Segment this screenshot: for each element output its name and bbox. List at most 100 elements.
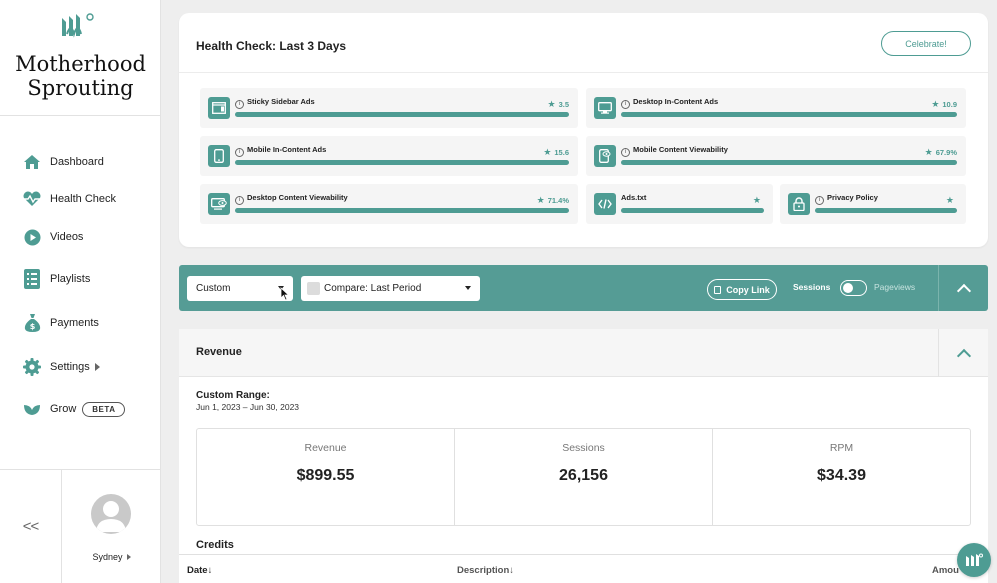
metric-ads-txt[interactable]: Ads.txt ★ [586,184,773,224]
sidebar-item-label: Grow [50,403,77,415]
caret-right-icon [94,363,100,371]
metric-desktop-content-viewability[interactable]: i Desktop Content Viewability ★ 71.4% [200,184,578,224]
star-icon: ★ [547,99,556,109]
sidebar-item-health-check[interactable]: Health Check [22,188,116,210]
user-silhouette-icon [96,501,126,532]
site-name-line2: Sprouting [27,76,134,100]
column-amount[interactable]: Amou [932,565,959,576]
sidebar-layout-icon [208,97,230,119]
collapse-sidebar-button[interactable]: << [0,470,62,583]
stat-revenue: Revenue $899.55 [197,429,455,525]
metric-score: ★ [753,195,764,206]
column-date[interactable]: Date↓ [187,565,213,576]
sidebar-item-payments[interactable]: $ Payments [22,312,99,334]
date-range-select[interactable]: Custom [187,276,293,301]
revenue-card: Revenue Custom Range: Jun 1, 2023 – Jun … [179,329,988,583]
metric-privacy-policy[interactable]: i Privacy Policy ★ [780,184,966,224]
play-icon [22,227,42,247]
metric-progress-bar [815,208,957,213]
user-name[interactable]: Sydney [62,552,161,562]
column-description[interactable]: Description↓ [457,565,515,576]
sidebar-item-label: Videos [50,231,84,243]
sidebar-item-settings[interactable]: Settings [22,356,100,378]
metric-name: Desktop In-Content Ads [633,97,719,106]
sidebar-item-playlists[interactable]: Playlists [22,268,90,290]
sidebar-item-label: Health Check [50,193,117,205]
metric-progress-bar [621,208,764,213]
sidebar-item-dashboard[interactable]: Dashboard [22,151,104,173]
metric-mobile-content-viewability[interactable]: i Mobile Content Viewability ★ 67.9% [586,136,966,176]
health-check-card: Health Check: Last 3 Days Celebrate! i S… [179,13,988,247]
sidebar-item-grow[interactable]: Grow BETA [22,398,126,420]
svg-text:$: $ [29,322,35,331]
stat-sessions: Sessions 26,156 [455,429,713,525]
copy-link-button[interactable]: Copy Link [707,279,777,300]
revenue-header: Revenue [179,329,988,377]
metric-score: ★ 15.6 [543,147,569,157]
avatar[interactable] [91,494,131,534]
leaf-icon [22,399,42,419]
health-check-title: Health Check: Last 3 Days [196,39,347,53]
info-icon[interactable]: i [235,148,244,157]
metric-name: Mobile In-Content Ads [247,145,327,154]
info-icon[interactable]: i [621,148,630,157]
info-icon[interactable]: i [235,100,244,109]
revenue-title: Revenue [196,346,242,358]
help-chat-button[interactable] [957,543,991,577]
metric-desktop-in-content-ads[interactable]: i Desktop In-Content Ads ★ 10.9 [586,88,966,128]
star-icon: ★ [543,147,552,157]
info-icon[interactable]: i [815,196,824,205]
metric-name: Sticky Sidebar Ads [247,97,315,106]
metric-progress-bar [235,112,569,117]
star-icon: ★ [945,195,954,205]
mobile-icon [208,145,230,167]
pageviews-toggle-label[interactable]: Pageviews [874,282,916,292]
star-icon: ★ [931,99,940,109]
info-icon[interactable]: i [235,196,244,205]
stat-rpm: RPM $34.39 [713,429,970,525]
custom-range-value: Jun 1, 2023 – Jun 30, 2023 [196,402,300,412]
sessions-toggle-label[interactable]: Sessions [793,282,831,292]
metric-score: ★ [946,195,957,206]
star-icon: ★ [924,147,933,157]
divider [938,329,939,377]
celebrate-button[interactable]: Celebrate! [881,31,971,56]
sidebar-item-videos[interactable]: Videos [22,226,83,248]
custom-range-label: Custom Range: [196,390,270,401]
collapse-icon: << [22,518,40,535]
chevron-up-icon [956,348,972,364]
divider [179,72,988,73]
stat-label: Sessions [562,442,605,454]
collapse-filters-button[interactable] [939,265,988,311]
home-icon [22,152,42,172]
user-menu[interactable]: Sydney [62,470,161,583]
desktop-eye-icon [208,193,230,215]
metric-progress-bar [235,208,569,213]
sidebar-item-label: Payments [50,317,99,329]
logo-icon[interactable] [60,12,96,38]
heartbeat-icon [22,189,42,209]
divider [0,469,161,470]
caret-right-icon [126,554,131,560]
info-icon[interactable]: i [621,100,630,109]
compare-select[interactable]: Compare: Last Period [301,276,480,301]
metric-progress-bar [621,112,957,117]
metric-progress-bar [621,160,957,165]
collapse-revenue-button[interactable] [939,329,988,377]
chevron-down-icon [465,286,471,290]
mouse-cursor-icon [280,287,290,301]
stat-label: RPM [829,442,854,454]
lock-icon [788,193,810,215]
divider [0,115,161,116]
site-name[interactable]: Motherhood Sprouting [0,52,161,100]
code-icon [594,193,616,215]
mobile-eye-icon [594,145,616,167]
sessions-pageviews-toggle[interactable] [840,280,867,296]
revenue-stats: Revenue $899.55 Sessions 26,156 RPM $34.… [196,428,971,526]
filter-bar: Custom Compare: Last Period Copy Link Se… [179,265,988,311]
metric-mobile-in-content-ads[interactable]: i Mobile In-Content Ads ★ 15.6 [200,136,578,176]
sidebar-item-label: Dashboard [50,156,104,168]
beta-badge: BETA [82,401,126,417]
site-name-line1: Motherhood [15,52,146,76]
metric-sticky-sidebar-ads[interactable]: i Sticky Sidebar Ads ★ 3.5 [200,88,578,128]
